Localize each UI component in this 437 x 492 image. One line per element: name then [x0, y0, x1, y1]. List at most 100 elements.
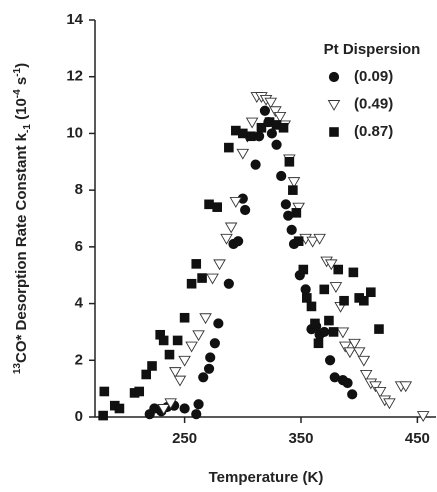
point — [342, 377, 353, 389]
point — [336, 327, 350, 339]
point — [343, 347, 357, 359]
point — [280, 199, 291, 210]
point — [347, 389, 358, 400]
point — [310, 318, 320, 329]
legend-label: (0.87) — [354, 123, 393, 140]
point — [298, 264, 309, 275]
point — [224, 142, 234, 153]
point — [338, 341, 352, 353]
point — [374, 324, 384, 334]
y-axis-label-part: CO* Desorption Rate Constant k — [13, 132, 30, 363]
point — [328, 327, 339, 337]
point — [369, 381, 382, 393]
point — [164, 398, 177, 410]
point — [212, 202, 223, 212]
y-axis-label-part: -1 — [12, 67, 23, 76]
point — [179, 403, 190, 414]
point — [269, 106, 282, 118]
legend-marker — [329, 127, 339, 137]
point — [324, 315, 334, 326]
series — [98, 117, 384, 421]
point — [319, 284, 330, 295]
y-tick-label: 14 — [66, 11, 83, 28]
y-axis-label-part: (10 — [13, 98, 30, 124]
point — [245, 117, 259, 129]
point — [114, 403, 125, 414]
point — [306, 301, 317, 312]
point — [169, 367, 182, 379]
y-axis-label-part: ) — [13, 63, 30, 68]
point — [319, 326, 330, 338]
point — [313, 233, 326, 245]
legend-marker — [328, 71, 340, 83]
point — [292, 202, 305, 214]
point — [348, 338, 361, 350]
point — [259, 105, 271, 116]
point — [198, 372, 209, 383]
y-axis-label-part: -1 — [22, 124, 33, 133]
point — [147, 361, 157, 371]
point — [209, 338, 220, 349]
point — [253, 131, 265, 142]
point — [302, 293, 312, 303]
point — [278, 122, 289, 133]
point — [240, 204, 251, 216]
point — [366, 287, 376, 298]
point — [291, 208, 302, 218]
point — [185, 341, 198, 353]
point — [173, 375, 187, 387]
y-axis-label: 13CO* Desorption Rate Constant k-1 (10-4… — [12, 63, 33, 374]
point — [283, 210, 294, 221]
point — [157, 404, 170, 415]
point — [256, 122, 267, 133]
point — [276, 170, 287, 182]
legend-label: (0.49) — [354, 95, 393, 112]
point — [333, 264, 344, 275]
legend-title: Pt Dispersion — [324, 41, 421, 58]
point — [233, 236, 244, 247]
x-axis-label: Temperature (K) — [209, 469, 324, 486]
point — [286, 224, 297, 235]
point — [158, 335, 169, 346]
point — [359, 370, 373, 381]
y-tick-label: 2 — [75, 351, 83, 368]
point — [293, 236, 304, 246]
point — [178, 355, 191, 367]
y-tick-label: 6 — [75, 238, 83, 255]
point — [238, 128, 248, 139]
point — [264, 97, 278, 109]
point — [416, 411, 430, 422]
point — [266, 128, 278, 139]
legend-marker — [327, 100, 341, 111]
point — [205, 352, 216, 363]
point — [324, 355, 336, 366]
point — [204, 199, 214, 210]
point — [229, 197, 243, 208]
point — [179, 312, 190, 323]
point — [98, 410, 108, 421]
point — [352, 347, 366, 359]
point — [99, 386, 110, 397]
point — [164, 349, 175, 360]
point — [250, 159, 261, 170]
point — [203, 363, 215, 374]
point — [141, 369, 152, 380]
point — [357, 355, 371, 367]
point — [193, 399, 204, 410]
point — [329, 282, 343, 293]
point — [236, 148, 250, 160]
point — [288, 185, 298, 195]
point — [284, 156, 295, 167]
x-tick-label: 250 — [172, 430, 197, 447]
x-tick-label: 450 — [405, 430, 430, 447]
y-tick-label: 8 — [75, 181, 83, 198]
point — [213, 259, 226, 271]
point — [213, 318, 224, 329]
point — [348, 267, 359, 278]
point — [399, 381, 413, 393]
series — [144, 105, 358, 420]
point — [186, 278, 197, 289]
point — [197, 273, 207, 283]
y-axis-label-part: 13 — [12, 363, 23, 375]
